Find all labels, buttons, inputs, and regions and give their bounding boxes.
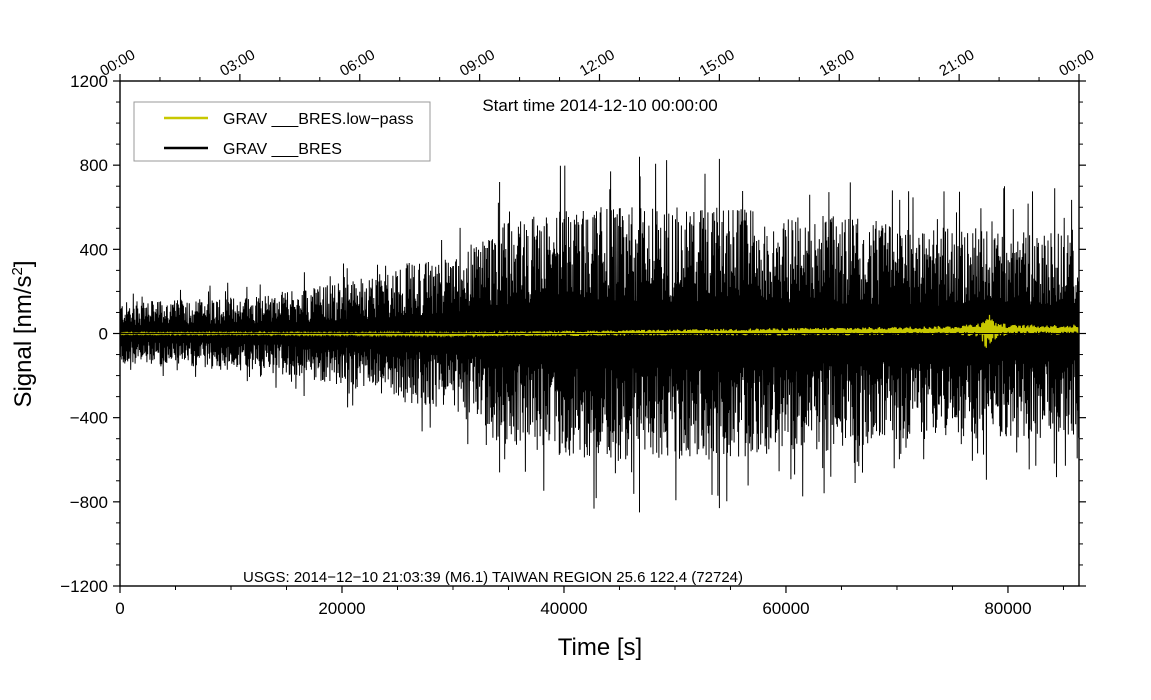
top-tick-label: 18:00	[816, 46, 857, 79]
top-tick-label: 15:00	[697, 46, 738, 79]
top-tick-label: 12:00	[577, 46, 618, 79]
top-tick-label: 03:00	[217, 46, 258, 79]
top-tick-label: 09:00	[457, 46, 498, 79]
y-axis-label-close: ]	[10, 260, 37, 267]
y-tick-label: 400	[80, 240, 108, 259]
y-axis-label-main: Signal [nm/s	[10, 275, 37, 407]
x-tick-label: 40000	[540, 599, 587, 618]
legend-box	[133, 101, 431, 162]
top-tick-label: 21:00	[936, 46, 977, 79]
y-tick-label: 1200	[70, 72, 108, 91]
y-tick-label: 800	[80, 156, 108, 175]
y-tick-label: −400	[70, 409, 108, 428]
legend-label-raw: GRAV ___BRES	[223, 141, 342, 158]
x-tick-label: 80000	[984, 599, 1031, 618]
y-axis-label-superscript: 2	[9, 267, 26, 275]
series-lowpass-trace	[119, 314, 1080, 348]
x-axis-label: Time [s]	[558, 634, 642, 661]
top-tick-label: 06:00	[337, 46, 378, 79]
x-tick-label: 0	[115, 599, 124, 618]
top-tick-label: 00:00	[1056, 46, 1097, 79]
series-raw-trace	[119, 156, 1080, 513]
y-tick-label: −800	[70, 493, 108, 512]
y-tick-label: −1200	[60, 577, 108, 596]
legend-label-lowpass: GRAV ___BRES.low−pass	[223, 111, 413, 128]
trace-layer	[119, 156, 1080, 513]
top-tick-label: 00:00	[97, 46, 138, 79]
y-axis-label: Signal [nm/s2]	[9, 260, 37, 407]
chart-title: Start time 2014-12-10 00:00:00	[482, 96, 717, 115]
x-tick-label: 20000	[318, 599, 365, 618]
legend: GRAV ___BRES.low−pass GRAV ___BRES	[133, 101, 431, 162]
x-tick-label: 60000	[762, 599, 809, 618]
y-tick-label: 0	[99, 325, 108, 344]
event-annotation: USGS: 2014−12−10 21:03:39 (M6.1) TAIWAN …	[243, 569, 743, 586]
